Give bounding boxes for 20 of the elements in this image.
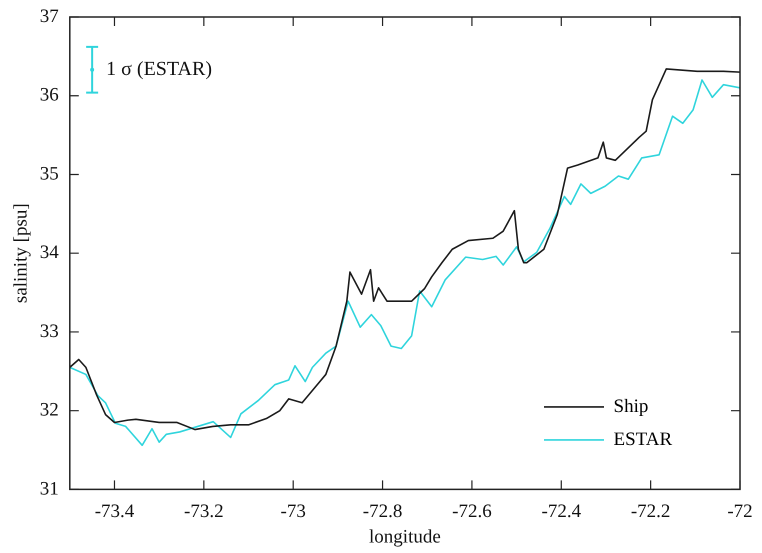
x-tick-label: -72.6 (452, 500, 492, 522)
x-axis-title: longitude (369, 526, 441, 548)
y-tick-label: 35 (40, 163, 59, 184)
x-tick-label: -72.4 (541, 500, 582, 522)
y-tick-label: 37 (40, 6, 59, 27)
x-tick-label: -72.2 (630, 500, 670, 522)
legend-label: Ship (614, 396, 648, 417)
x-tick-label: -73.4 (94, 500, 135, 522)
legend-label: ESTAR (614, 428, 672, 450)
annotation: 1 σ (ESTAR) (106, 58, 212, 80)
y-tick-label: 31 (40, 478, 59, 500)
y-tick-label: 33 (40, 320, 59, 342)
x-tick-label: -72 (727, 500, 753, 522)
x-tick-label: -73 (280, 500, 306, 522)
x-tick-label: -73.2 (184, 500, 224, 522)
y-tick-label: 36 (40, 84, 59, 106)
y-tick-label: 34 (40, 242, 60, 264)
y-tick-label: 32 (40, 400, 59, 421)
y-axis-title: salinity [psu] (10, 203, 32, 304)
x-tick-label: -72.8 (362, 500, 402, 522)
